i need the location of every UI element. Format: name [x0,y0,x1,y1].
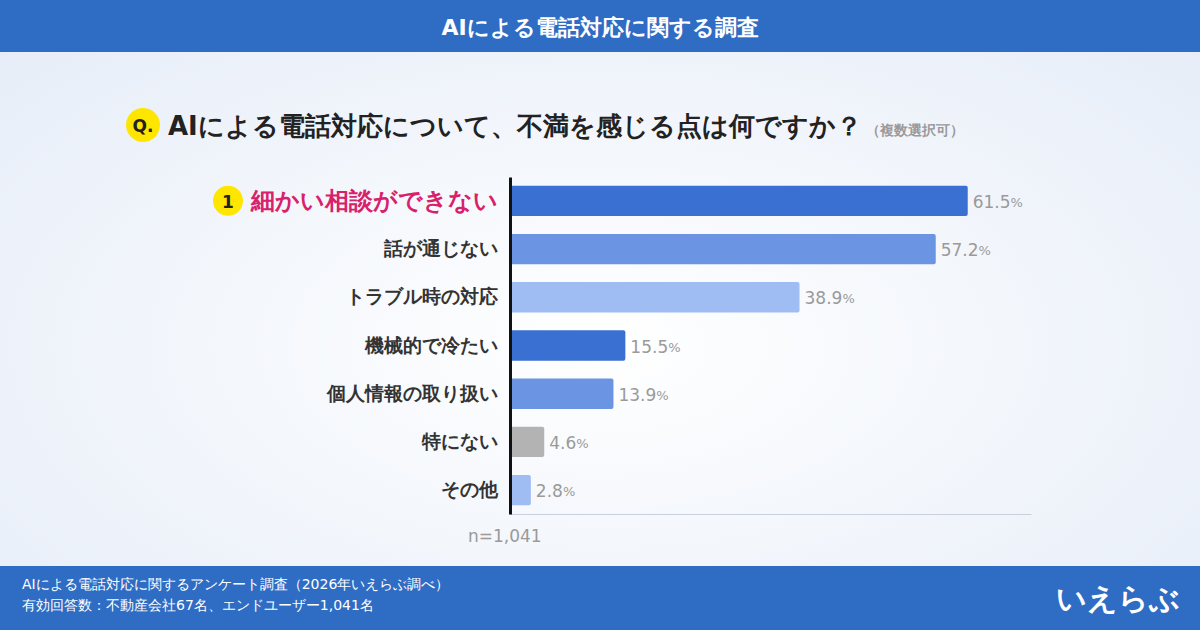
category-label: 機械的で冷たい [364,334,498,356]
y-axis: 細かい相談ができない話が通じないトラブル時の対応機械的で冷たい個人情報の取り扱い… [250,178,511,515]
rank-badge-circle [213,186,243,216]
y-tick: 機械的で冷たい [364,334,510,356]
bar [510,379,613,409]
category-label: トラブル時の対応 [346,285,498,307]
rank-badge: 1 [222,192,234,212]
header-bar [0,0,1200,52]
data-labels: 61.5% 57.2% 38.9% 15.5% 13.9% 4.6% 2.8% [536,192,1023,501]
bar [510,330,625,360]
footer-text: AIによる電話対応に関するアンケート調査（2026年いえらぶ調べ） [22,576,449,592]
y-tick: 細かい相談ができない [250,187,510,215]
y-tick: その他 [441,478,510,500]
y-tick: トラブル時の対応 [346,285,510,307]
y-tick: 話が通じない [383,237,510,259]
logo: いえらぶ [1056,581,1180,616]
question-badge-circle [126,108,160,142]
footer-text: 有効回答数：不動産会社67名、エンドユーザー1,041名 [22,597,374,613]
y-tick: 特にない [421,430,510,452]
category-label: その他 [441,478,499,500]
category-label: 細かい相談ができない [250,187,498,215]
data-label: 2.8% [536,481,575,501]
bar [510,282,800,312]
subtitle-note: （複数選択可） [866,122,964,138]
bars [510,186,968,506]
bar [510,234,936,264]
background [0,0,1200,630]
footer-bar [0,566,1200,630]
data-label: 13.9% [618,385,668,405]
bar [510,186,968,216]
category-label: 個人情報の取り扱い [326,382,498,404]
data-label: 38.9% [805,288,855,308]
note: n=1,041 [468,526,542,546]
category-label: 特にない [421,430,498,452]
chart-root: AIによる電話対応に関する調査 Q. AIによる電話対応について、不満を感じる点は何… [0,0,1200,630]
category-label: 話が通じない [383,237,498,259]
y-axis-line [509,178,512,515]
y-tick: 個人情報の取り扱い [326,382,510,404]
x-axis [511,514,1032,515]
bar [510,427,544,457]
data-label: 15.5% [630,337,680,357]
bar [510,475,531,505]
data-label: 57.2% [941,240,991,260]
subtitle: AIによる電話対応について、不満を感じる点は何ですか？ [168,111,862,141]
title: AIによる電話対応に関する調査 [441,15,758,40]
data-label: 4.6% [549,433,588,453]
question-badge: Q. [133,116,154,136]
x-axis-line [511,514,1032,515]
data-label: 61.5% [973,192,1023,212]
